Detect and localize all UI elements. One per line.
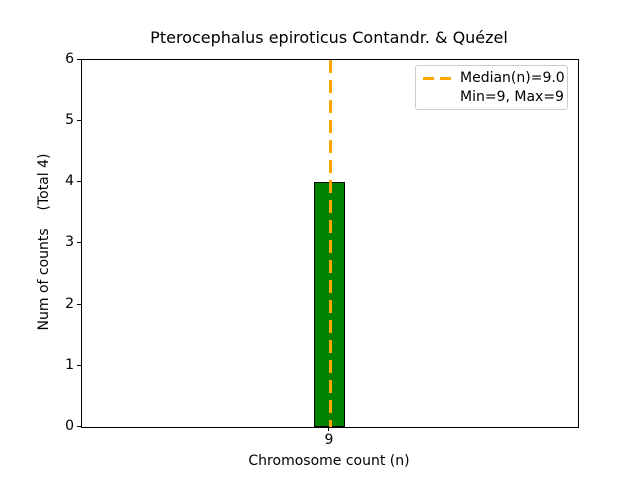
y-axis-label: Num of counts (Total 4) bbox=[36, 153, 52, 331]
legend: Median(n)=9.0 Min=9, Max=9 bbox=[415, 65, 568, 110]
x-axis-label: Chromosome count (n) bbox=[248, 453, 410, 469]
y-tick-label-2: 2 bbox=[65, 296, 74, 312]
x-tick-label-9: 9 bbox=[324, 432, 334, 448]
x-tick-mark bbox=[328, 427, 330, 431]
legend-median-label: Median(n)=9.0 bbox=[460, 70, 565, 87]
y-tick-mark bbox=[77, 304, 81, 306]
legend-entry-median: Median(n)=9.0 bbox=[423, 69, 565, 88]
y-tick-label-3: 3 bbox=[65, 234, 74, 250]
y-tick-mark bbox=[77, 365, 81, 367]
legend-entry-minmax: Min=9, Max=9 bbox=[423, 88, 564, 107]
y-tick-label-1: 1 bbox=[65, 357, 74, 373]
plot-area bbox=[81, 59, 579, 428]
empty-swatch bbox=[423, 96, 451, 99]
y-tick-label-5: 5 bbox=[65, 112, 74, 128]
y-tick-mark bbox=[77, 120, 81, 122]
y-tick-mark bbox=[77, 59, 81, 61]
median-dashed-line bbox=[329, 60, 332, 427]
y-tick-label-6: 6 bbox=[65, 51, 74, 67]
y-tick-mark bbox=[77, 242, 81, 244]
y-tick-mark bbox=[77, 181, 81, 183]
median-dashed-line-swatch bbox=[423, 77, 451, 80]
legend-minmax-label: Min=9, Max=9 bbox=[460, 88, 564, 105]
y-tick-mark bbox=[77, 426, 81, 428]
y-tick-label-0: 0 bbox=[65, 418, 74, 434]
chart-title: Pterocephalus epiroticus Contandr. & Qué… bbox=[150, 28, 508, 47]
y-tick-label-4: 4 bbox=[65, 173, 74, 189]
